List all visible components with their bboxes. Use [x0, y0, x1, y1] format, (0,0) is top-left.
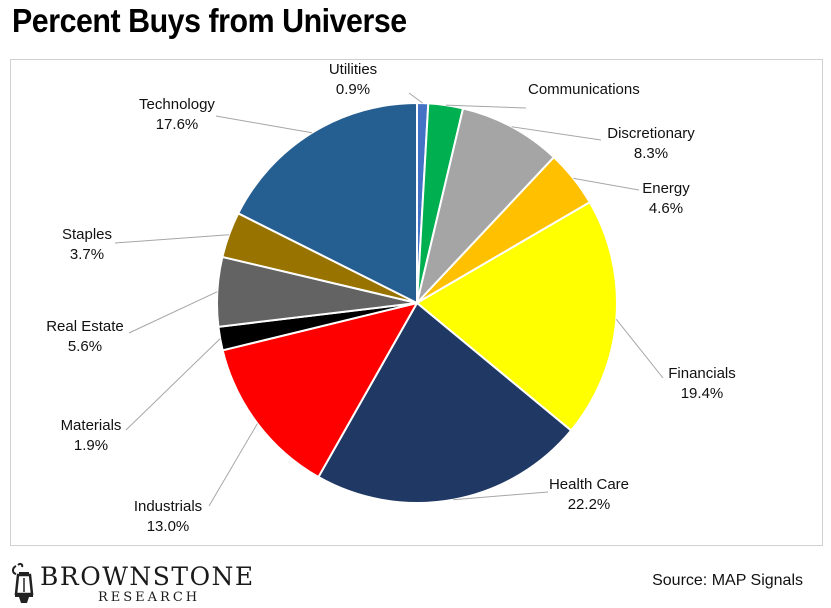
slice-label-value: 0.9% — [336, 81, 370, 98]
slice-label-name: Health Care — [549, 476, 629, 493]
leader-line — [615, 318, 664, 379]
leader-line — [208, 423, 258, 507]
pie-slice-technology — [236, 101, 418, 305]
slice-label-name: Utilities — [329, 61, 377, 78]
leader-lines — [114, 92, 664, 507]
slice-label-name: Real Estate — [46, 318, 124, 335]
slice-label-name: Technology — [139, 96, 215, 113]
slice-label-name: Financials — [668, 365, 736, 382]
brownstone-logo: BROWNSTONE RESEARCH — [10, 560, 270, 606]
leader-line — [445, 104, 527, 109]
slice-labels: Utilities 0.9% Communications Discretionary… — [46, 61, 736, 535]
slice-label-value: 5.6% — [68, 338, 102, 355]
leader-line — [408, 92, 423, 104]
leader-line — [125, 338, 221, 431]
leader-line — [114, 234, 230, 244]
brand-subtitle: RESEARCH — [98, 590, 201, 605]
slices-layer — [215, 101, 618, 504]
lantern-icon — [12, 562, 34, 603]
leader-line — [215, 115, 313, 134]
leader-line — [453, 491, 549, 501]
pie-slice-discretionary — [415, 107, 556, 307]
slice-label-value: 1.9% — [74, 437, 108, 454]
slice-label-value: 8.3% — [634, 145, 668, 162]
pie-slice-financials — [415, 200, 618, 432]
leader-line — [128, 291, 218, 334]
page-title: Percent Buys from Universe — [12, 2, 407, 39]
pie-chart: Utilities 0.9% Communications Discretionary… — [46, 61, 736, 535]
slice-label-value: 3.7% — [70, 246, 104, 263]
slice-label-name: Discretionary — [607, 125, 695, 142]
leader-line — [573, 177, 640, 191]
slice-label-value: 13.0% — [147, 518, 190, 535]
slice-label-name: Staples — [62, 226, 112, 243]
chart-frame: Utilities 0.9% Communications Discretionary… — [10, 59, 823, 546]
source-note: Source: MAP Signals — [652, 572, 803, 589]
slice-label-value: 17.6% — [156, 116, 199, 133]
slice-label-value: 22.2% — [568, 496, 611, 513]
slice-label-name: Industrials — [134, 498, 202, 515]
slice-label-value: 19.4% — [681, 385, 724, 402]
leader-line — [511, 126, 602, 141]
slice-label-value: 4.6% — [649, 200, 683, 217]
slice-label-name: Materials — [61, 417, 122, 434]
brand-name: BROWNSTONE — [40, 562, 255, 591]
slice-label-name: Communications — [528, 81, 640, 98]
slice-label-name: Energy — [642, 180, 690, 197]
pie-slice-industrials — [221, 301, 420, 479]
